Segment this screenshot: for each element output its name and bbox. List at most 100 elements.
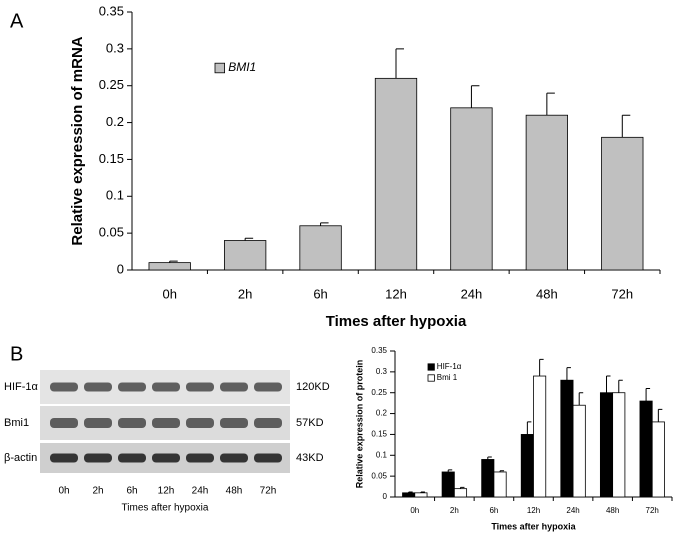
y-tick-label: 0.3	[106, 40, 124, 55]
y-tick-label: 0.05	[371, 471, 387, 480]
bar	[651, 421, 665, 498]
error-bar	[499, 470, 505, 472]
blot-band	[186, 382, 214, 392]
bar	[493, 471, 507, 498]
error-bar	[408, 491, 413, 493]
legend-swatch	[427, 363, 435, 371]
error-bar	[320, 222, 329, 226]
y-tick-label: 0	[117, 261, 124, 276]
x-tick-label: 6h	[313, 286, 327, 301]
blot-band	[220, 382, 248, 392]
bar	[148, 262, 191, 271]
blot-band	[118, 382, 146, 392]
y-tick-label: 0.15	[371, 430, 387, 439]
error-bar	[459, 486, 465, 489]
blot-band	[254, 382, 282, 392]
x-tick-label: 0h	[410, 506, 419, 515]
bar	[599, 392, 614, 498]
blot-band	[84, 382, 112, 392]
blot-lane-label: 24h	[192, 486, 209, 497]
x-tick-label: 2h	[450, 506, 459, 515]
y-tick-label: 0.05	[99, 225, 124, 240]
blot-band	[152, 453, 180, 463]
blot-lane-label: 6h	[126, 486, 137, 497]
x-tick-label: 0h	[162, 286, 176, 301]
x-tick-label: 48h	[606, 506, 619, 515]
y-tick-label: 0.2	[106, 114, 124, 129]
blot-band	[152, 382, 180, 392]
x-axis-label: Times after hypoxia	[326, 313, 467, 330]
blot-band	[118, 453, 146, 463]
error-bar	[657, 408, 663, 422]
blot-lane-label: 0h	[58, 486, 69, 497]
x-tick-label: 48h	[536, 286, 558, 301]
blot-lane-label: 12h	[158, 486, 175, 497]
blot-band	[186, 453, 214, 463]
blot-x-label: Times after hypoxia	[122, 503, 209, 514]
blot-band	[186, 418, 214, 428]
y-tick-label: 0.1	[106, 188, 124, 203]
error-bar	[621, 114, 631, 138]
bar	[299, 225, 342, 271]
error-bar	[420, 491, 425, 493]
x-axis-label: Times after hypoxia	[491, 521, 576, 531]
blot-lane-label: 72h	[260, 486, 277, 497]
bar	[572, 404, 586, 498]
blot-size-label: 120KD	[296, 381, 330, 393]
blot-band	[84, 453, 112, 463]
bar	[533, 375, 547, 498]
bar	[525, 114, 568, 271]
y-axis-label: Relative expression of protein	[354, 360, 364, 489]
error-bar	[645, 388, 651, 402]
legend-label: HIF-1α	[437, 362, 462, 371]
blot-band	[50, 453, 78, 463]
legend-swatch	[214, 62, 226, 74]
error-bar	[578, 392, 584, 406]
bar	[414, 492, 428, 498]
blot-row-label: HIF-1α	[4, 381, 39, 393]
error-bar	[539, 358, 544, 377]
y-tick-label: 0.25	[99, 77, 124, 92]
error-bar	[169, 260, 178, 263]
blot-size-label: 57KD	[296, 417, 324, 429]
bar	[560, 379, 574, 498]
bar	[441, 471, 455, 498]
y-tick-label: 0.25	[371, 388, 387, 397]
bar	[612, 392, 626, 498]
error-bar	[526, 421, 532, 435]
error-bar	[566, 367, 571, 381]
legend-label: BMI1	[228, 60, 256, 74]
y-tick-label: 0.35	[99, 3, 124, 18]
x-tick-label: 6h	[489, 506, 498, 515]
blot-band	[220, 453, 248, 463]
y-tick-label: 0.35	[371, 346, 387, 355]
bar	[481, 459, 495, 498]
y-tick-label: 0.3	[376, 367, 388, 376]
blot-band	[152, 418, 180, 428]
error-bar	[244, 237, 254, 241]
bar	[520, 434, 534, 498]
x-tick-label: 12h	[385, 286, 407, 301]
blot-band	[118, 418, 146, 428]
y-tick-label: 0	[383, 492, 388, 501]
x-tick-label: 12h	[527, 506, 540, 515]
error-bar	[487, 456, 492, 460]
error-bar	[395, 48, 404, 79]
legend-swatch	[427, 374, 435, 382]
x-tick-label: 72h	[646, 506, 659, 515]
x-tick-label: 24h	[461, 286, 483, 301]
blot-band	[254, 453, 282, 463]
blot-lane-label: 2h	[92, 486, 103, 497]
blot-band	[254, 418, 282, 428]
error-bar	[470, 85, 480, 108]
blot-band	[84, 418, 112, 428]
bar	[450, 107, 493, 271]
panel-label: A	[10, 10, 24, 32]
panel-label: B	[10, 343, 23, 365]
blot-band	[50, 418, 78, 428]
error-bar	[618, 379, 623, 393]
y-axis-label: Relative expression of mRNA	[69, 36, 86, 245]
bar	[639, 400, 653, 498]
error-bar	[546, 92, 555, 116]
